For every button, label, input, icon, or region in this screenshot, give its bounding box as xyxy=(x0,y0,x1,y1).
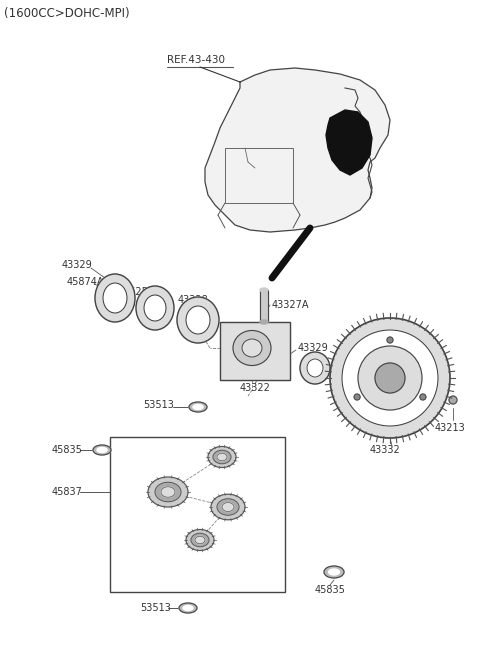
Ellipse shape xyxy=(354,394,360,400)
Ellipse shape xyxy=(307,359,323,377)
Ellipse shape xyxy=(97,447,107,453)
Ellipse shape xyxy=(193,405,203,409)
Ellipse shape xyxy=(186,529,214,550)
Ellipse shape xyxy=(330,318,450,438)
Text: 43329: 43329 xyxy=(298,343,329,353)
Text: 43322: 43322 xyxy=(240,383,271,393)
Text: 45835: 45835 xyxy=(52,445,83,455)
Ellipse shape xyxy=(260,320,268,324)
Text: 43625B: 43625B xyxy=(118,287,156,297)
Ellipse shape xyxy=(342,330,438,426)
Ellipse shape xyxy=(189,402,207,412)
Text: 43213: 43213 xyxy=(435,423,466,433)
Ellipse shape xyxy=(300,352,330,384)
Text: 43329: 43329 xyxy=(62,260,93,270)
Text: 43332: 43332 xyxy=(370,445,401,455)
Ellipse shape xyxy=(93,445,111,455)
Ellipse shape xyxy=(358,346,422,410)
Ellipse shape xyxy=(148,477,188,507)
Bar xyxy=(220,322,290,380)
Ellipse shape xyxy=(155,482,181,502)
Polygon shape xyxy=(205,68,390,232)
Ellipse shape xyxy=(260,288,268,292)
Text: 53513: 53513 xyxy=(140,603,171,613)
Text: 45874A: 45874A xyxy=(67,277,105,287)
Ellipse shape xyxy=(213,450,231,464)
Bar xyxy=(220,322,290,380)
Ellipse shape xyxy=(95,274,135,322)
Text: 45835: 45835 xyxy=(315,585,346,595)
Ellipse shape xyxy=(208,447,236,468)
Ellipse shape xyxy=(233,331,271,365)
Text: 45837: 45837 xyxy=(52,487,83,497)
Bar xyxy=(260,290,268,322)
Text: 43328: 43328 xyxy=(178,295,209,305)
Bar xyxy=(110,437,285,592)
Ellipse shape xyxy=(144,295,166,321)
Ellipse shape xyxy=(217,499,239,515)
Ellipse shape xyxy=(242,339,262,357)
Text: REF.43-430: REF.43-430 xyxy=(167,55,225,65)
Bar xyxy=(260,290,268,322)
Ellipse shape xyxy=(186,306,210,334)
Bar xyxy=(225,148,293,203)
Text: 53513: 53513 xyxy=(143,400,174,410)
Ellipse shape xyxy=(136,286,174,330)
Ellipse shape xyxy=(449,396,457,404)
Ellipse shape xyxy=(177,297,219,343)
Text: 43327A: 43327A xyxy=(272,300,310,310)
Ellipse shape xyxy=(217,453,227,461)
Ellipse shape xyxy=(183,605,193,611)
Text: (1600CC>DOHC-MPI): (1600CC>DOHC-MPI) xyxy=(4,7,130,20)
Ellipse shape xyxy=(103,283,127,313)
Ellipse shape xyxy=(195,536,205,544)
Polygon shape xyxy=(326,110,372,175)
Ellipse shape xyxy=(211,494,245,520)
Ellipse shape xyxy=(324,566,344,578)
Ellipse shape xyxy=(191,533,209,546)
Ellipse shape xyxy=(179,603,197,613)
Ellipse shape xyxy=(387,337,393,343)
Ellipse shape xyxy=(375,363,405,393)
Ellipse shape xyxy=(161,487,175,497)
Ellipse shape xyxy=(420,394,426,400)
Ellipse shape xyxy=(328,569,339,575)
Ellipse shape xyxy=(222,502,234,512)
